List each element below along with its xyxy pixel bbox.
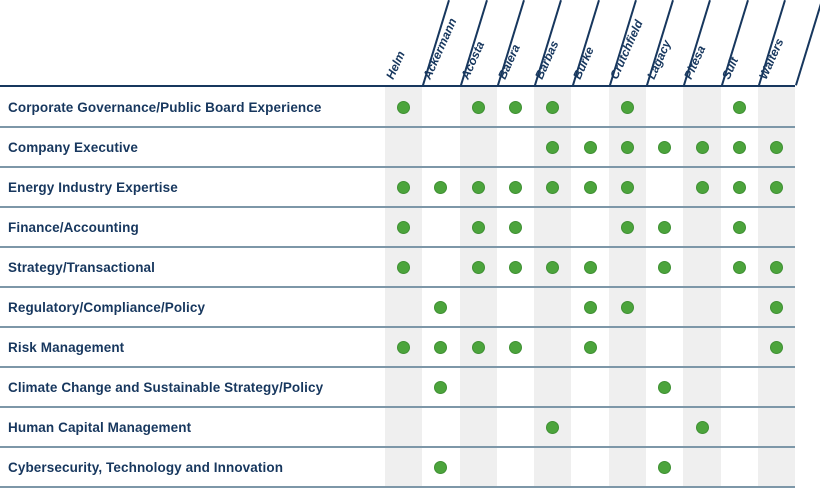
skill-dot (509, 180, 523, 194)
bottom-rule (0, 486, 795, 488)
skill-dot (509, 260, 523, 274)
row-label: Corporate Governance/Public Board Experi… (8, 99, 322, 115)
skill-dot (583, 300, 597, 314)
skill-dot (509, 340, 523, 354)
skill-dot (770, 300, 784, 314)
skill-dot (695, 180, 709, 194)
skill-dot (620, 220, 634, 234)
row-separator-rule (0, 326, 795, 328)
skill-dot (620, 300, 634, 314)
skill-dot (471, 180, 485, 194)
header-name-label: Walters (756, 36, 787, 82)
header-name-label: Barbas (532, 38, 562, 82)
skill-dot (546, 180, 560, 194)
skill-dot (546, 260, 560, 274)
skill-dot (471, 260, 485, 274)
skill-dot (546, 100, 560, 114)
row-separator-rule (0, 166, 795, 168)
header-name-label: Sult (718, 55, 741, 82)
skill-dot (546, 140, 560, 154)
header-baseline-rule (0, 85, 795, 87)
skill-dot (695, 420, 709, 434)
skill-dot (658, 460, 672, 474)
skill-dot (658, 220, 672, 234)
skill-dot (546, 420, 560, 434)
skill-dot (732, 260, 746, 274)
skill-dot (770, 140, 784, 154)
skill-dot (471, 220, 485, 234)
skill-dot (434, 380, 448, 394)
skill-dot (397, 220, 411, 234)
row-separator-rule (0, 126, 795, 128)
skill-dot (620, 100, 634, 114)
header-name-label: Helm (383, 48, 408, 82)
skill-dot (732, 140, 746, 154)
skill-dot (471, 340, 485, 354)
skill-dot (434, 180, 448, 194)
header-diagonal-rule (795, 0, 820, 86)
row-label: Risk Management (8, 339, 125, 355)
row-separator-rule (0, 246, 795, 248)
row-label: Strategy/Transactional (8, 259, 156, 275)
skill-dot (770, 180, 784, 194)
header-name-label: Lagacy (644, 37, 674, 82)
skill-dot (583, 140, 597, 154)
skill-dot (770, 340, 784, 354)
skill-dot (732, 220, 746, 234)
skill-dot (658, 380, 672, 394)
skill-dot (583, 180, 597, 194)
skill-dot (695, 140, 709, 154)
skill-dot (434, 460, 448, 474)
skill-dot (397, 100, 411, 114)
skill-dot (397, 340, 411, 354)
skill-dot (434, 340, 448, 354)
row-separator-rule (0, 366, 795, 368)
skill-dot (397, 260, 411, 274)
row-label: Human Capital Management (8, 419, 192, 435)
row-separator-rule (0, 286, 795, 288)
header-name-label: Acosta (457, 39, 487, 82)
row-label: Cybersecurity, Technology and Innovation (8, 459, 284, 475)
header-name-label: Baiera (495, 42, 523, 82)
skill-dot (620, 180, 634, 194)
skill-dot (397, 180, 411, 194)
skill-dot (770, 260, 784, 274)
header-name-label: Burke (569, 44, 597, 82)
skill-dot (658, 140, 672, 154)
row-label: Climate Change and Sustainable Strategy/… (8, 379, 324, 395)
skill-dot (732, 100, 746, 114)
row-label: Finance/Accounting (8, 219, 139, 235)
header-name-label: Pitesa (681, 43, 709, 82)
row-separator-rule (0, 206, 795, 208)
skill-dot (509, 220, 523, 234)
skill-dot (732, 180, 746, 194)
row-label: Company Executive (8, 139, 138, 155)
row-label: Regulatory/Compliance/Policy (8, 299, 206, 315)
skill-dot (583, 340, 597, 354)
skill-dot (658, 260, 672, 274)
skill-dot (620, 140, 634, 154)
row-separator-rule (0, 446, 795, 448)
skill-dot (509, 100, 523, 114)
skill-dot (471, 100, 485, 114)
skill-dot (583, 260, 597, 274)
row-label: Energy Industry Expertise (8, 179, 178, 195)
skill-dot (434, 300, 448, 314)
row-separator-rule (0, 406, 795, 408)
